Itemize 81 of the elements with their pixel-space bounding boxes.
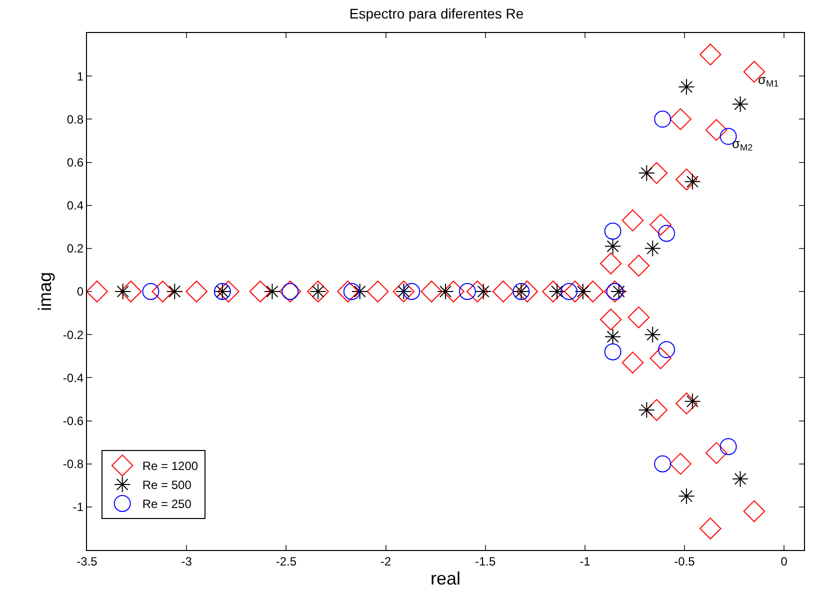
point [542,280,564,302]
annotation: σ$_{M1}$ [758,72,779,89]
point [366,280,389,302]
point [699,518,722,540]
x-tick-label: -0.5 [674,554,696,568]
y-tick-label: 0.2 [66,242,84,256]
point [458,283,476,300]
point [705,119,728,141]
point [442,280,464,302]
point [699,44,722,66]
point [678,488,695,504]
point [644,240,661,257]
point [516,280,538,302]
chart-title: Espectro para diferentes Re [349,6,524,22]
point [186,280,208,302]
x-tick-label: -3 [181,554,192,568]
point [142,283,160,300]
point [600,308,622,330]
point [720,438,737,456]
y-axis-title: imag [35,272,56,312]
x-tick-label: -1 [580,554,591,568]
point [678,78,695,96]
x-tick-label: -3.5 [76,554,98,568]
point [249,280,272,302]
x-tick-label: -2.5 [276,554,297,568]
point [732,470,749,488]
x-tick-label: 0 [780,554,788,568]
legend-label: Re = 1200 [142,459,198,474]
legend-label: Re = 500 [142,478,192,492]
point [676,168,698,190]
y-tick-label: -0.6 [62,414,84,428]
point [638,402,655,418]
point [622,210,644,232]
point [622,352,644,374]
point [492,280,514,302]
point [337,280,359,302]
point [604,222,622,240]
point [604,343,622,360]
point [152,280,174,302]
y-tick-label: 1 [76,69,84,84]
point [86,280,108,302]
point [466,280,488,302]
point [582,280,604,302]
point [120,280,142,302]
y-tick-label: 0 [76,284,84,299]
point [676,392,698,414]
point [264,283,281,300]
y-tick-label: -0.2 [62,328,84,342]
point [352,283,368,300]
point [564,280,586,302]
y-tick-label: 0.6 [66,155,84,170]
y-tick-label: 0.8 [66,112,84,126]
y-tick-label: -1 [72,500,84,514]
x-tick-label: -2 [380,554,392,568]
point [670,108,692,130]
point [650,214,672,236]
y-tick-label: -0.8 [62,457,84,472]
point [420,280,442,302]
point [650,347,672,370]
y-tick-label: -0.4 [62,370,84,385]
point [743,500,766,522]
x-tick-label: -1.5 [474,554,496,568]
point [166,283,183,300]
point [628,254,650,277]
x-axis-title: real [430,568,461,588]
legend-label: Re = 250 [142,497,192,512]
point [743,60,766,83]
point [654,110,672,128]
point [654,455,672,472]
point [604,328,622,346]
annotation: σ$_{M2}$ [732,136,753,153]
point [600,252,622,274]
point [604,238,622,255]
point [218,280,240,302]
point [644,326,661,343]
point [705,442,728,464]
point [638,164,655,182]
point [628,306,650,328]
point [732,96,749,112]
point [670,452,692,475]
y-tick-label: 0.4 [66,198,84,213]
